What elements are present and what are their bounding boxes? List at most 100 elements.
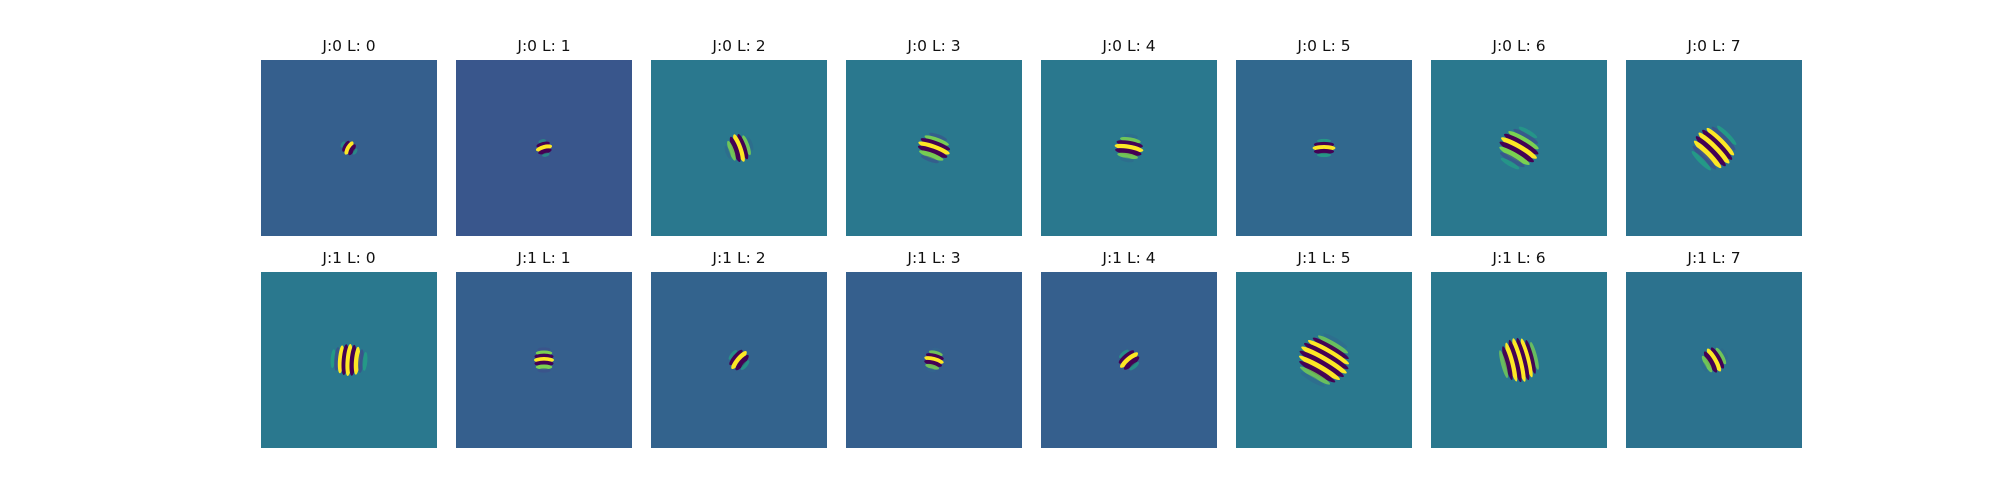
filter-stripe-positive: [925, 363, 940, 370]
filter-stripe-negative: [1123, 356, 1140, 370]
filter-kernel: [724, 133, 754, 163]
filter-stripe-positive: [1316, 152, 1332, 158]
filter-stripe-negative: [1299, 360, 1336, 383]
filter-stripe-positive: [728, 350, 738, 360]
panel-title: J:0 L: 3: [907, 37, 961, 55]
filter-stripe-positive: [1119, 352, 1139, 368]
filter-image: [1431, 60, 1607, 236]
panel-title: J:0 L: 5: [1297, 37, 1351, 55]
filter-stripe-positive: [362, 351, 368, 371]
filter-stripe-negative: [747, 137, 754, 151]
filter-stripe-negative: [342, 140, 350, 152]
filter-stripe-positive: [542, 152, 550, 157]
filter-stripe-negative: [924, 359, 942, 367]
filter-kernel: [1298, 333, 1350, 387]
filter-kernel: [917, 132, 951, 164]
filter-stripe-negative: [737, 133, 749, 160]
filter-stripe-negative: [1508, 339, 1522, 383]
filter-stripe-negative: [1699, 360, 1708, 372]
filter-stripe-positive: [1119, 349, 1129, 359]
filter-stripe-negative: [1304, 342, 1349, 370]
filter-stripe-negative: [348, 144, 356, 156]
filter-image: [846, 60, 1022, 236]
filter-image: [1236, 60, 1412, 236]
filter-stripe-positive: [1717, 125, 1737, 145]
filter-image: [1626, 60, 1802, 236]
filter-image: [261, 60, 437, 236]
filter-stripe-negative: [1692, 145, 1717, 170]
filter-stripe-positive: [1307, 340, 1350, 365]
filter-stripe-negative: [1300, 372, 1325, 387]
filter-stripe-negative: [926, 353, 944, 361]
filter-stripe-positive: [1501, 137, 1537, 159]
filter-stripe-negative: [729, 136, 741, 163]
filter-image: [651, 272, 827, 448]
filter-stripe-positive: [352, 148, 358, 155]
panel-title: J:0 L: 0: [322, 37, 376, 55]
filter-stripe-positive: [924, 356, 944, 364]
filter-stripe-positive: [919, 150, 944, 161]
filter-stripe-positive: [1512, 338, 1526, 382]
filter-stripe-negative: [1525, 339, 1536, 374]
panel-title: J:1 L: 2: [712, 249, 766, 267]
filter-image: [651, 60, 827, 236]
filter-kernel: [1114, 133, 1144, 163]
filter-kernel: [330, 344, 368, 376]
filter-stripe-positive: [1114, 143, 1144, 153]
filter-stripe-positive: [928, 350, 943, 357]
filter-stripe-negative: [538, 148, 552, 155]
filter-kernel: [1118, 349, 1140, 371]
filter-stripe-negative: [1702, 129, 1733, 160]
filter-stripe-negative: [1516, 337, 1530, 381]
filter-stripe-negative: [1499, 152, 1525, 168]
panel-title: J:0 L: 6: [1492, 37, 1546, 55]
panel-title: J:1 L: 3: [907, 249, 961, 267]
filter-stripe-positive: [1298, 355, 1341, 380]
panel-title: J:1 L: 0: [322, 249, 376, 267]
panel-title: J:1 L: 4: [1102, 249, 1156, 267]
filter-stripe-positive: [1698, 132, 1730, 164]
panel-title: J:0 L: 1: [517, 37, 571, 55]
filter-stripe-negative: [1312, 337, 1349, 360]
filter-stripe-positive: [1701, 355, 1713, 373]
filter-image: [456, 60, 632, 236]
filter-kernel: [1691, 125, 1737, 171]
filter-stripe-positive: [1706, 348, 1722, 372]
filter-stripe-positive: [731, 350, 747, 370]
filter-stripe-negative: [358, 349, 364, 373]
filter-stripe-positive: [733, 134, 745, 162]
filter-kernel: [924, 347, 944, 373]
filter-stripe-positive: [1499, 350, 1508, 379]
filter-stripe-negative: [1118, 350, 1135, 364]
filter-stripe-positive: [1691, 151, 1711, 171]
filter-kernel: [535, 139, 553, 157]
filter-stripe-negative: [1502, 346, 1513, 381]
filter-image: [1236, 272, 1412, 448]
filter-stripe-positive: [1499, 146, 1530, 165]
filter-stripe-positive: [1301, 346, 1347, 374]
filter-stripe-positive: [924, 135, 949, 146]
filter-image: [1041, 60, 1217, 236]
filter-stripe-positive: [1299, 366, 1331, 385]
filter-stripe-positive: [535, 364, 553, 370]
panel-title: J:1 L: 1: [517, 249, 571, 267]
filter-stripe-negative: [1710, 347, 1725, 369]
filter-stripe-negative: [1504, 133, 1539, 155]
filter-stripe-negative: [724, 145, 731, 159]
filter-stripe-positive: [742, 135, 751, 156]
filter-stripe-positive: [1693, 140, 1722, 169]
filter-stripe-negative: [1711, 126, 1736, 151]
filter-stripe-negative: [926, 367, 936, 373]
filter-stripe-positive: [1518, 126, 1538, 139]
filter-stripe-negative: [920, 155, 939, 164]
filter-kernel: [1312, 138, 1336, 158]
filter-stripe-negative: [1116, 140, 1143, 148]
filter-stripe-positive: [1120, 136, 1141, 144]
filter-stripe-positive: [1117, 152, 1138, 160]
filter-stripe-negative: [536, 141, 550, 148]
panel-title: J:0 L: 2: [712, 37, 766, 55]
panel-title: J:0 L: 7: [1687, 37, 1741, 55]
filter-kernel: [1499, 337, 1539, 383]
filter-stripe-positive: [1715, 347, 1727, 365]
